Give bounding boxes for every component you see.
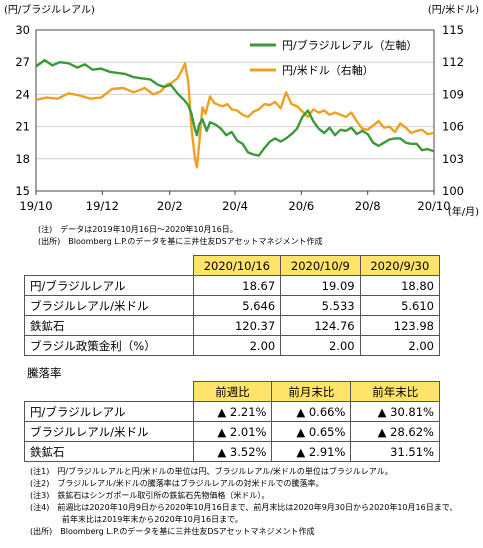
cell-value: 18.80: [359, 275, 441, 296]
footnote-3: (注3) 鉄鉱石はシンガポール取引所の鉄鉱石先物価格（米ドル）。: [30, 491, 270, 500]
y-left-tick-label: 15: [15, 184, 30, 198]
footnote-1: (注1) 円/ブラジルレアルと円/米ドルの単位は円、ブラジルレアル/米ドルの単位…: [30, 467, 393, 476]
header-blank: [24, 381, 194, 402]
cell-value: 2.00: [192, 335, 282, 356]
cell-value: 19.09: [280, 275, 361, 296]
cell-value: 2.00: [359, 335, 441, 356]
header-date-3: 2020/9/30: [359, 255, 441, 276]
x-tick-label: 19/12: [86, 199, 119, 213]
x-tick-label: 20/6: [288, 199, 314, 213]
y-left-tick-label: 18: [15, 152, 30, 166]
cell-value: 124.76: [280, 315, 361, 336]
cell-value: ▲ 0.66%: [271, 401, 352, 422]
y-right-tick-label: 112: [442, 55, 464, 69]
price-table-header: 2020/10/16 2020/10/9 2020/9/30: [24, 255, 441, 276]
legend-label-0: 円/ブラジルレアル（左軸）: [282, 38, 417, 52]
table-row: 鉄鉱石 120.37 124.76 123.98: [24, 315, 441, 336]
cell-value: 5.610: [359, 295, 441, 316]
series-line-1: [35, 62, 435, 169]
cell-value: ▲ 28.62%: [350, 421, 440, 442]
price-table: 2020/10/16 2020/10/9 2020/9/30 円/ブラジルレアル…: [24, 255, 441, 356]
y-left-tick-label: 27: [15, 55, 30, 69]
header-weekly: 前週比: [192, 381, 273, 402]
cell-value: 123.98: [359, 315, 441, 336]
change-rate-title: 騰落率: [27, 366, 62, 380]
y-right-tick-label: 106: [442, 120, 464, 134]
y-right-axis-title: (円/米ドル): [428, 3, 479, 16]
table-row: ブラジルレアル/米ドル 5.646 5.533 5.610: [24, 295, 441, 316]
row-label: ブラジルレアル/米ドル: [24, 295, 194, 316]
row-label: 鉄鉱石: [24, 315, 194, 336]
row-label: 鉄鉱石: [24, 441, 194, 462]
cell-value: 2.00: [280, 335, 361, 356]
x-tick-label: 20/4: [222, 199, 248, 213]
table-row: ブラジル政策金利（%） 2.00 2.00 2.00: [24, 335, 441, 356]
y-left-axis-title: (円/ブラジルレアル): [4, 3, 95, 16]
x-tick-label: 19/10: [19, 199, 52, 213]
series-line-0: [35, 58, 435, 157]
fx-line-chart: 15 18 21 24 27 30 100 103 106 109 112 115 19/10 19/12…: [4, 3, 479, 218]
footnote-2: (注2) ブラジルレアル/米ドルの騰落率はブラジルレアルの対米ドルでの騰落率。: [30, 479, 324, 488]
y-left-tick-label: 30: [15, 23, 30, 37]
y-right-tick-label: 103: [442, 152, 464, 166]
cell-value: ▲ 0.65%: [271, 421, 352, 442]
x-unit-label: (年/月): [448, 205, 479, 218]
cell-value: 31.51%: [350, 441, 440, 462]
y-right-tick-label: 109: [442, 87, 464, 101]
footnote-4: (注4) 前週比は2020年10月9日から2020年10月16日まで、前月末比は…: [30, 503, 458, 512]
cell-value: ▲ 3.52%: [192, 441, 273, 462]
y-left-tick-label: 24: [15, 87, 30, 101]
header-monthly: 前月末比: [271, 381, 352, 402]
table-row: 鉄鉱石 ▲ 3.52% ▲ 2.91% 31.51%: [24, 441, 440, 462]
row-label: ブラジル政策金利（%）: [24, 335, 194, 356]
cell-value: 120.37: [192, 315, 282, 336]
cell-value: ▲ 2.21%: [192, 401, 273, 422]
chart-source: (出所) Bloomberg L.P.のデータを基に三井住友DSアセットマネジメ…: [38, 237, 323, 246]
header-yearly: 前年末比: [350, 381, 440, 402]
x-tick-label: 20/2: [157, 199, 183, 213]
cell-value: ▲ 2.01%: [192, 421, 273, 442]
footnote-source: (出所) Bloomberg L.P.のデータを基に三井住友DSアセットマネジメ…: [30, 527, 315, 536]
y-left-tick-label: 21: [15, 120, 30, 134]
cell-value: 5.646: [192, 295, 282, 316]
x-tick-label: 20/8: [355, 199, 381, 213]
row-label: ブラジルレアル/米ドル: [24, 421, 194, 442]
row-label: 円/ブラジルレアル: [24, 275, 194, 296]
cell-value: ▲ 30.81%: [350, 401, 440, 422]
row-label: 円/ブラジルレアル: [24, 401, 194, 422]
y-right-tick-label: 100: [442, 184, 464, 198]
change-table-header: 前週比 前月末比 前年末比: [24, 381, 440, 402]
change-rate-table: 前週比 前月末比 前年末比 円/ブラジルレアル ▲ 2.21% ▲ 0.66% …: [24, 381, 440, 462]
table-row: ブラジルレアル/米ドル ▲ 2.01% ▲ 0.65% ▲ 28.62%: [24, 421, 440, 442]
header-date-1: 2020/10/16: [192, 255, 282, 276]
cell-value: 5.533: [280, 295, 361, 316]
footnote-4-cont: 前年末比は2019年末から2020年10月16日まで。: [62, 515, 243, 524]
cell-value: ▲ 2.91%: [271, 441, 352, 462]
header-date-2: 2020/10/9: [280, 255, 361, 276]
table-row: 円/ブラジルレアル ▲ 2.21% ▲ 0.66% ▲ 30.81%: [24, 401, 440, 422]
table-row: 円/ブラジルレアル 18.67 19.09 18.80: [24, 275, 441, 296]
legend-label-1: 円/米ドル（右軸）: [282, 63, 374, 77]
y-right-tick-label: 115: [442, 23, 464, 37]
header-blank: [24, 255, 194, 276]
chart-note: (注) データは2019年10月16日～2020年10月16日。: [38, 225, 238, 234]
cell-value: 18.67: [192, 275, 282, 296]
x-tick-label: 20/10: [417, 199, 450, 213]
